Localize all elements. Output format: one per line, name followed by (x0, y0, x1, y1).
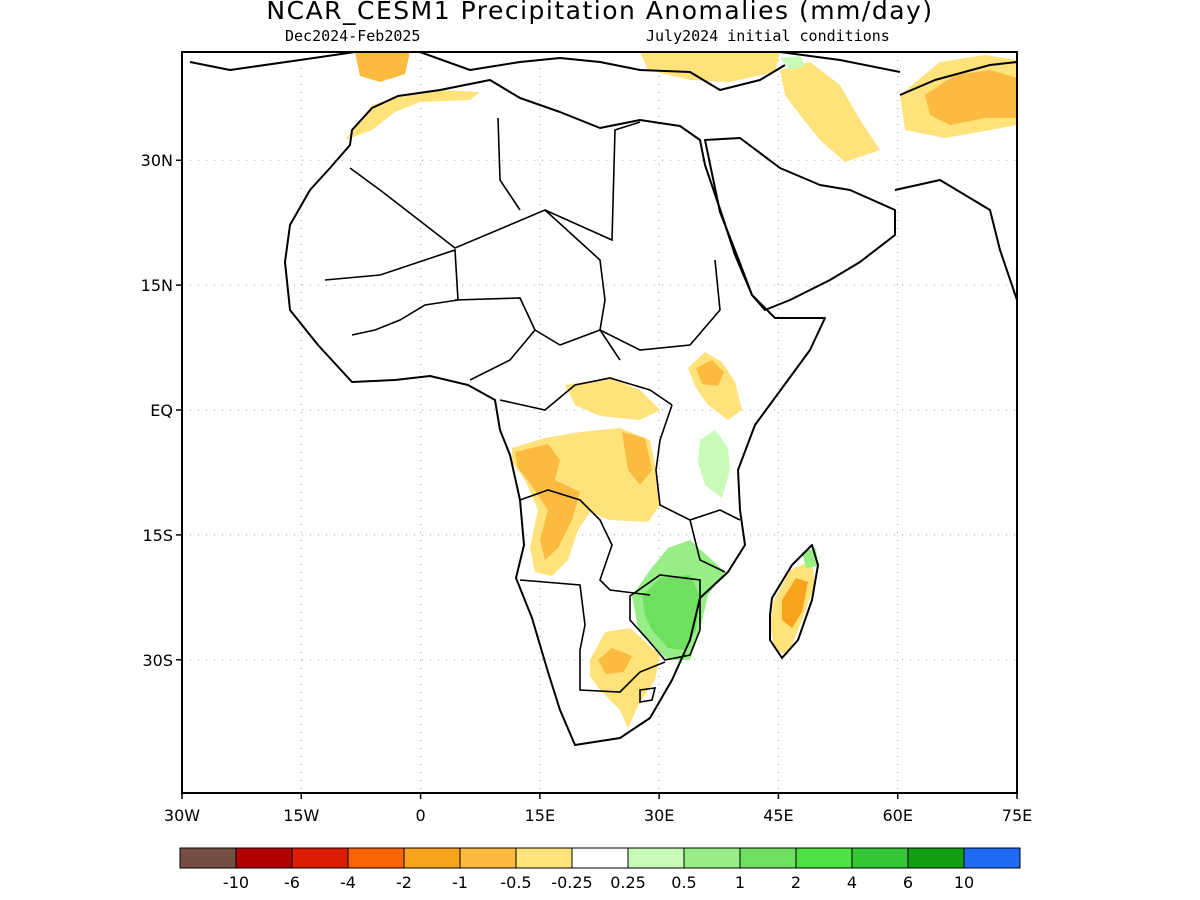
border-zimbabwe (629, 574, 701, 661)
anomaly-green-caspian (780, 56, 805, 70)
border-north-central (497, 117, 621, 361)
colorbar-swatch (347, 847, 405, 869)
colorbar-swatch (627, 847, 685, 869)
lon-tick-label: 30E (644, 806, 674, 825)
colorbar-label: 6 (903, 873, 913, 892)
arabian-peninsula-coastline (704, 137, 896, 311)
initial-conditions: July2024 initial conditions (646, 27, 890, 45)
colorbar-swatch (739, 847, 797, 869)
colorbar-label: -10 (223, 873, 249, 892)
anomaly-orange-namibia (598, 648, 632, 674)
map-frame (181, 51, 1018, 794)
lon-tick-label: 30W (164, 806, 200, 825)
colorbar-label: 10 (954, 873, 974, 892)
border-east (655, 404, 741, 521)
anomaly-orange-kenya (696, 360, 724, 386)
map-title: NCAR_CESM1 Precipitation Anomalies (mm/d… (266, 0, 934, 25)
colorbar-swatch (179, 847, 237, 869)
colorbar: -10 -6 -4 -2 -1 -0.5 -0.25 0.25 0.5 1 2 4 6 10 (179, 847, 1021, 892)
colorbar-swatch (235, 847, 293, 869)
lon-tick-label: 15E (525, 806, 555, 825)
coastlines (189, 52, 1017, 746)
latitude-labels: 30N 15N EQ 15S 30S (141, 151, 182, 670)
colorbar-label: 2 (791, 873, 801, 892)
border-west-africa (324, 248, 459, 336)
anomaly-orange-iberia (355, 52, 410, 82)
anomaly-yellow-kenya (688, 352, 742, 420)
colorbar-swatch (907, 847, 965, 869)
colorbar-label: 0.5 (671, 873, 696, 892)
country-borders (324, 117, 741, 703)
colorbar-swatch (683, 847, 741, 869)
colorbar-swatch (795, 847, 853, 869)
border-southern (519, 579, 666, 693)
colorbar-label: -4 (340, 873, 356, 892)
lat-tick-label: 15N (141, 276, 173, 295)
lat-tick-label: 30N (141, 151, 173, 170)
colorbar-swatch (515, 847, 573, 869)
forecast-period: Dec2024-Feb2025 (285, 27, 421, 45)
lon-tick-label: 45E (763, 806, 793, 825)
border-lake (639, 687, 657, 703)
lon-tick-label: 75E (1002, 806, 1032, 825)
lon-tick-label: 60E (882, 806, 912, 825)
colorbar-label: -0.25 (551, 873, 592, 892)
madagascar-coastline (769, 544, 819, 659)
colorbar-swatch (963, 847, 1021, 869)
colorbar-label: 1 (735, 873, 745, 892)
longitude-labels: 30W 15W 0 15E 30E 45E 60E 75E (164, 793, 1032, 825)
africa-coastline (284, 79, 826, 746)
colorbar-swatch (459, 847, 517, 869)
anomaly-orange-angola (515, 444, 580, 560)
lat-tick-label: 30S (142, 651, 173, 670)
border-nigeria (454, 297, 536, 381)
colorbar-label: -0.5 (500, 873, 531, 892)
border-sahara (349, 121, 641, 249)
colorbar-label: 0.25 (610, 873, 646, 892)
anomaly-yellow-mediterranean (640, 52, 780, 82)
colorbar-label: -6 (284, 873, 300, 892)
colorbar-swatch (851, 847, 909, 869)
colorbar-swatch (571, 847, 629, 869)
colorbar-swatch (403, 847, 461, 869)
colorbar-swatch (291, 847, 349, 869)
europe-coastline (189, 52, 901, 91)
anomaly-yellow-morocco (345, 90, 480, 140)
anomaly-green-zimbabwe (642, 575, 700, 650)
border-south-central (519, 489, 651, 596)
anomaly-green-light-east (698, 430, 730, 498)
lat-tick-label: 15S (142, 526, 173, 545)
colorbar-label: -2 (396, 873, 412, 892)
anomaly-orange-iran (925, 70, 1017, 125)
border-central (534, 259, 721, 351)
asia-coastline (894, 61, 1017, 301)
border-mozambique (689, 519, 726, 573)
colorbar-label: -1 (452, 873, 468, 892)
anomaly-orange-congo (622, 432, 652, 485)
anomaly-shading (345, 52, 1017, 728)
anomaly-yellow-middle-east (780, 62, 880, 162)
anomaly-yellow-south-africa (590, 628, 660, 728)
lat-tick-label: EQ (150, 401, 173, 420)
border-equatorial (499, 377, 673, 411)
anomaly-madagascar-orange (782, 578, 808, 628)
lon-tick-label: 0 (415, 806, 425, 825)
lon-tick-label: 15W (283, 806, 319, 825)
anomaly-yellow-central-north (565, 378, 660, 420)
colorbar-label: 4 (847, 873, 857, 892)
